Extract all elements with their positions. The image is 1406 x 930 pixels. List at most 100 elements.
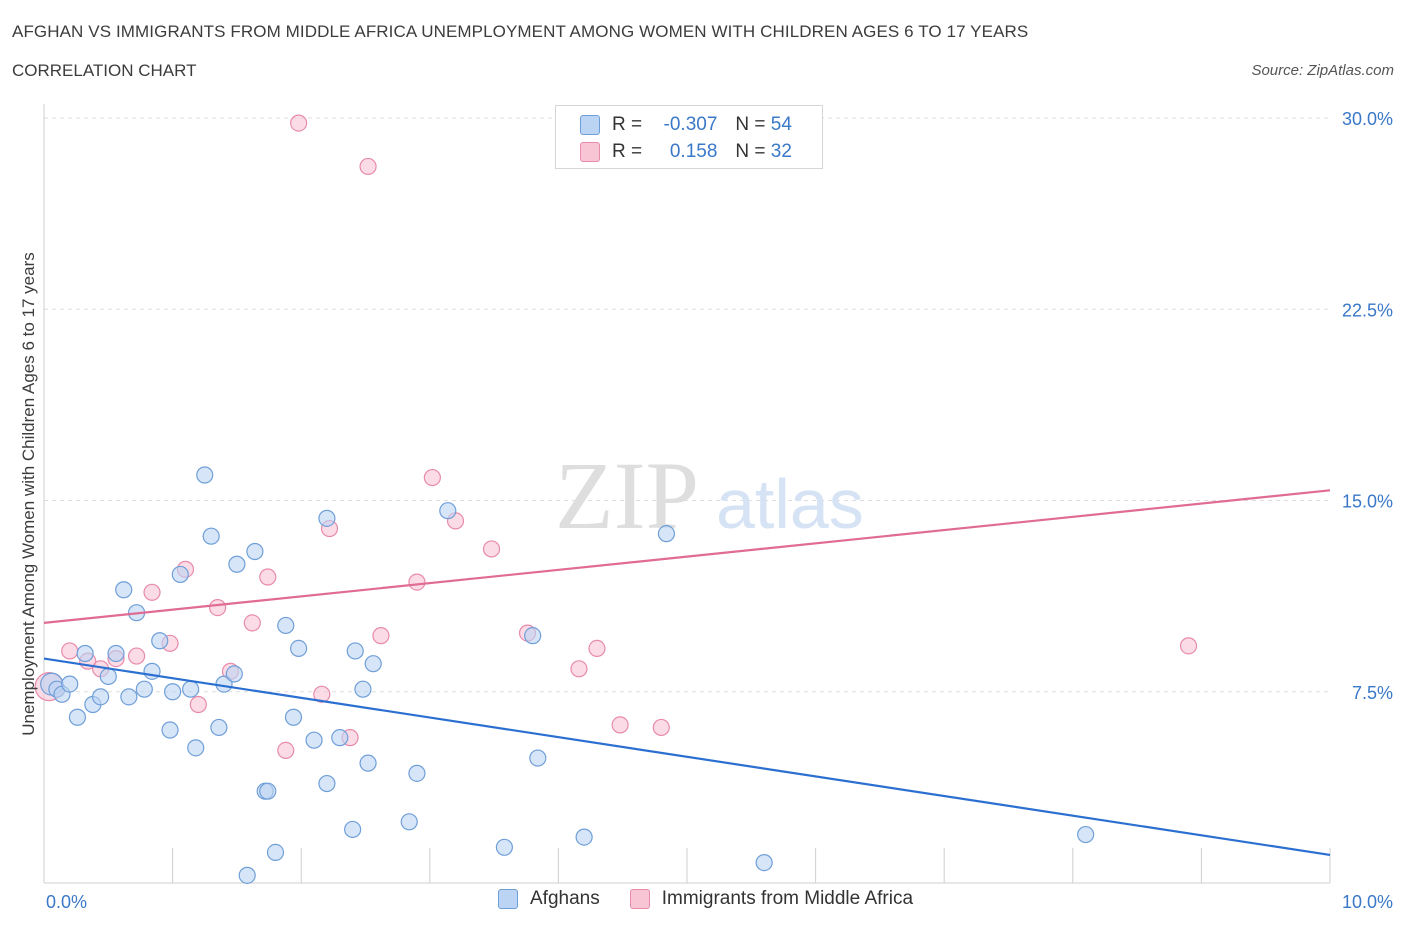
afghans-r-value: -0.307 [663, 114, 718, 135]
afghans-point [1077, 825, 1095, 844]
afghans-point [99, 667, 117, 686]
afghans-n-label: N = [735, 114, 766, 135]
afghans-point [238, 866, 256, 884]
immigrants-point [482, 540, 501, 558]
afghans-point [76, 644, 94, 663]
immigrants-n-label: N = [735, 141, 766, 162]
afghans-point [107, 644, 125, 663]
afghans-point [331, 729, 349, 747]
immigrants-point [189, 695, 207, 714]
immigrants-point [570, 660, 588, 678]
y-tick-label: 30.0% [1342, 109, 1393, 129]
afghans-point [266, 843, 285, 862]
afghans-n-value: 54 [770, 114, 792, 135]
chart-title: AFGHAN VS IMMIGRANTS FROM MIDDLE AFRICA … [12, 22, 1029, 41]
legend-row-afghans: R = -0.307 N = 54 [580, 113, 792, 137]
afghans-point [210, 718, 228, 737]
afghans-point [354, 680, 372, 698]
afghans-point [318, 509, 336, 527]
afghans-point [284, 708, 303, 726]
afghans-point [290, 639, 308, 658]
afghans-point [575, 828, 593, 846]
afghans-point [187, 739, 205, 757]
afghans-point [135, 680, 153, 698]
afghans-trend-line [43, 657, 1331, 857]
y-tick-label: 15.0% [1342, 492, 1393, 512]
immigrants-legend-swatch [629, 889, 650, 909]
y-axis-label: Unemployment Among Women with Children A… [19, 252, 38, 736]
y-tick-label: 7.5% [1352, 683, 1393, 703]
afghans-legend-label: Afghans [530, 888, 600, 909]
afghans-swatch [580, 115, 600, 135]
afghans-point [225, 665, 243, 683]
afghans-point [305, 731, 323, 749]
immigrants-n-value: 32 [770, 141, 792, 162]
immigrants-point [408, 573, 426, 591]
afghans-point [408, 764, 426, 782]
trend-lines [43, 489, 1331, 857]
immigrants-point [209, 598, 227, 617]
immigrants-point [243, 614, 261, 632]
afghans-point [196, 466, 214, 484]
afghans-point [657, 525, 676, 543]
afghans-point [277, 616, 295, 635]
afghans-point [364, 655, 382, 673]
afghans-point [529, 749, 547, 767]
afghans-point [246, 542, 264, 561]
afghans-points [40, 466, 1095, 884]
immigrants-point [372, 627, 390, 645]
immigrants-point [1179, 637, 1198, 655]
source-credit: Source: ZipAtlas.com [1251, 62, 1394, 79]
afghans-point [318, 774, 336, 793]
immigrants-point [259, 568, 277, 586]
afghans-point [151, 632, 169, 650]
immigrants-point [290, 114, 308, 132]
afghans-point [495, 838, 513, 856]
immigrants-swatch [580, 142, 600, 162]
afghans-point [259, 782, 277, 800]
watermark: ZIP atlas [555, 442, 864, 549]
x-tick-label: 10.0% [1342, 892, 1393, 912]
legend-item-afghans: Afghans [498, 888, 600, 910]
afghans-point [171, 565, 189, 584]
immigrants-point [127, 647, 146, 665]
afghans-legend-swatch [498, 889, 518, 909]
afghans-point [524, 627, 542, 645]
axis-layer [43, 104, 1331, 884]
afghans-point [161, 721, 179, 739]
immigrants-point [652, 718, 670, 737]
afghans-point [68, 708, 87, 726]
tick-labels: 7.5% 15.0% 22.5% 30.0% 0.0% 10.0% [46, 109, 1393, 912]
grid-layer [44, 117, 1330, 693]
afghans-point [182, 680, 200, 698]
watermark-zip: ZIP [555, 442, 699, 549]
immigrants-r-value: 0.158 [669, 141, 718, 162]
afghans-point [400, 813, 418, 831]
afghans-point [164, 683, 182, 701]
immigrants-point [611, 716, 629, 734]
immigrants-point [359, 157, 377, 176]
y-tick-label: 22.5% [1342, 300, 1393, 320]
afghans-point [346, 642, 364, 660]
immigrants-point [313, 685, 331, 703]
watermark-atlas: atlas [716, 465, 864, 543]
afghans-point [61, 675, 79, 693]
afghans-point [115, 581, 133, 599]
immigrants-point [423, 468, 441, 487]
chart-subtitle: CORRELATION CHART [12, 61, 197, 80]
afghans-point [91, 688, 110, 706]
immigrants-points [34, 114, 1198, 760]
afghans-point [439, 502, 457, 520]
afghans-point [359, 754, 377, 772]
x-tick-label: 0.0% [46, 892, 87, 912]
immigrants-trend-line [43, 489, 1331, 624]
immigrants-point [277, 741, 295, 760]
legend-item-immigrants: Immigrants from Middle Africa [629, 888, 913, 910]
afghans-point [344, 820, 362, 839]
immigrants-point [143, 583, 161, 601]
afghans-r-label: R = [612, 114, 643, 135]
immigrants-point [588, 639, 606, 658]
afghans-point [202, 527, 220, 545]
immigrants-r-label: R = [612, 141, 643, 162]
